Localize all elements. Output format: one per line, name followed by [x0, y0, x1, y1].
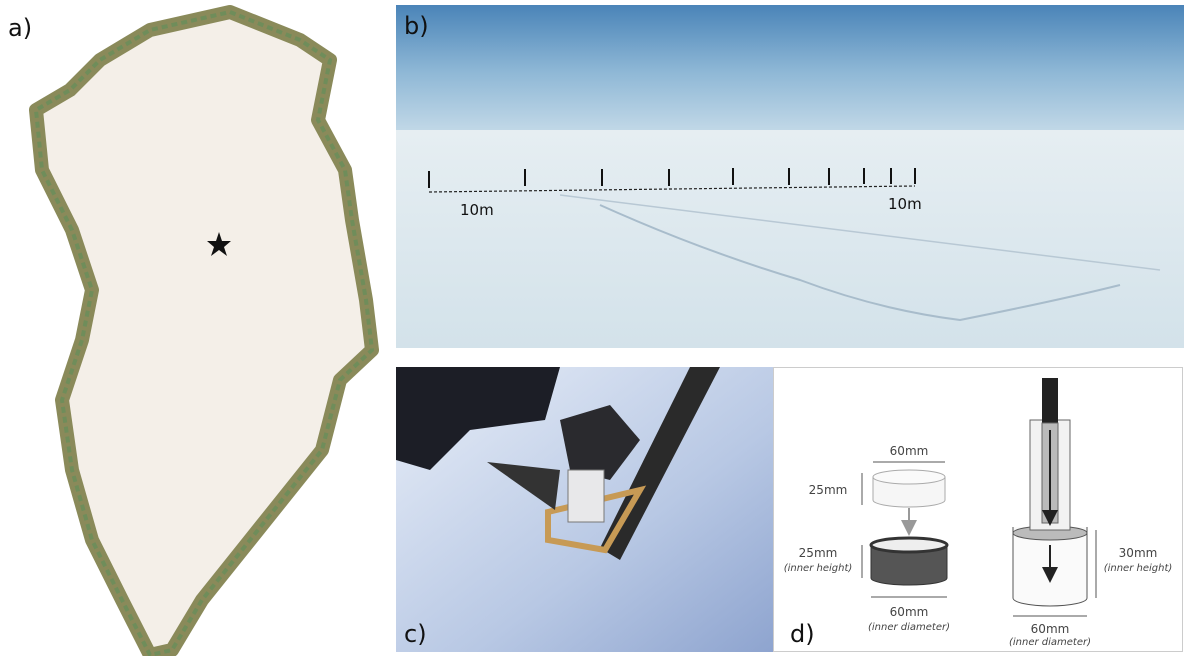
site-star: [207, 232, 231, 256]
frame: [545, 485, 647, 554]
blade: [487, 462, 560, 510]
panel-d: 60mm 25mm 25mm (inner height) 60mm (inne…: [773, 367, 1183, 652]
dim-label: 60mm: [890, 444, 929, 458]
tracks: [599, 204, 1121, 322]
dim-label: 25mm: [809, 483, 848, 497]
dim-label: 30mm: [1119, 546, 1158, 560]
snow: [396, 130, 1184, 348]
panel-label: b): [404, 12, 429, 40]
panel-b: 10m 10m b): [396, 5, 1184, 348]
panel-label: c): [404, 620, 427, 648]
panel-label: d): [790, 620, 815, 648]
panel-a: a): [8, 5, 379, 656]
dim-note: (inner height): [784, 563, 853, 574]
handle: [1042, 378, 1058, 423]
diagram-frame: [773, 367, 1183, 652]
coast: [33, 9, 375, 656]
scale-line: [428, 185, 916, 193]
scale-label: 10m: [460, 201, 494, 219]
panel-c: c): [396, 367, 773, 652]
dim-note: (inner height): [1104, 563, 1173, 574]
dim-label: 60mm: [1031, 622, 1070, 636]
cutter: [869, 536, 949, 554]
markers: [428, 168, 916, 188]
panel-label: a): [8, 14, 32, 42]
tube: [567, 469, 605, 523]
tracks: [559, 194, 1161, 271]
dim-note: (inner diameter): [868, 622, 950, 633]
snow-sample: [872, 469, 946, 485]
snow-sample: [872, 477, 946, 508]
cutter: [870, 545, 948, 586]
dim-note: (inner diameter): [1009, 637, 1091, 648]
glove: [560, 405, 640, 480]
gloves: [396, 367, 560, 470]
scale-label: 10m: [888, 195, 922, 213]
dim-label: 25mm: [799, 546, 838, 560]
dim-label: 60mm: [890, 605, 929, 619]
